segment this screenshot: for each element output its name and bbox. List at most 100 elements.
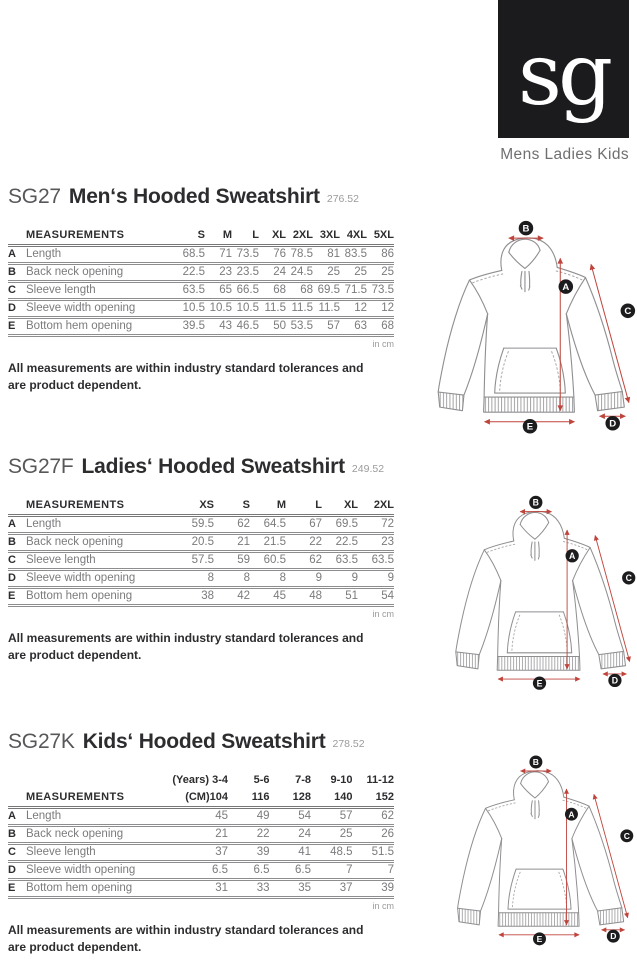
value-cell: 8 <box>279 572 286 584</box>
value-cell: 41 <box>298 846 311 858</box>
unit-note: in cm <box>372 901 394 911</box>
table-row: E Bottom hem opening 31 33 35 37 39 <box>8 879 394 898</box>
measurements-table: MEASUREMENTS XS S M L XL 2XL A Length 59.5 62 64.5 6… <box>8 497 394 607</box>
value-cell: 49 <box>256 810 270 822</box>
hoodie-diagram-slot: B A C E D <box>423 218 637 450</box>
size-header: L <box>315 499 322 511</box>
size-header: 3XL <box>319 229 340 241</box>
row-name: Sleeve length <box>26 284 96 296</box>
row-name: Sleeve width opening <box>26 572 136 584</box>
value-cell: 11.5 <box>318 302 340 314</box>
value-cell: 6.5 <box>295 864 311 876</box>
measurements-table: MEASUREMENTS S M L XL 2XL 3XL 4XL 5XL A Length 68.5… <box>8 227 394 337</box>
diagram-labels: B A C E D <box>529 755 634 946</box>
value-cell: 57 <box>339 810 353 822</box>
table-row: A Length 45 49 54 57 62 <box>8 808 394 826</box>
row-name: Sleeve width opening <box>26 864 136 876</box>
size-header: (CM)104 <box>185 791 228 803</box>
value-cell: 20.5 <box>191 536 214 548</box>
value-cell: 26 <box>381 828 394 840</box>
row-name: Back neck opening <box>26 536 124 548</box>
value-cell: 23.5 <box>236 266 259 278</box>
diagram-label-b: B <box>533 498 539 508</box>
value-cell: 48.5 <box>330 846 353 858</box>
value-cell: 39 <box>381 882 394 894</box>
row-letter: A <box>8 518 16 530</box>
arrow-c <box>589 263 631 404</box>
footnote-line: are product dependent. <box>8 377 142 392</box>
measurements-table-slot: (Years) 3-4 5-6 7-8 9-10 11-12 MEASUREMENTS (C… <box>8 772 637 899</box>
row-name: Length <box>26 518 62 530</box>
value-cell: 6.5 <box>253 864 270 876</box>
product-name: Kids‘ Hooded Sweatshirt <box>82 730 326 753</box>
hoodie-diagram: B A C E D <box>437 220 636 434</box>
row-letter: D <box>8 302 16 314</box>
value-cell: 53.5 <box>290 320 313 332</box>
brand-logo: sg <box>498 0 629 138</box>
brand-logo-text: sg <box>517 25 613 125</box>
label-circle-d <box>608 673 622 688</box>
label-circle-b <box>518 220 534 236</box>
row-name: Bottom hem opening <box>26 882 133 894</box>
hoodie-diagram-slot: B A C E D <box>442 487 637 711</box>
value-cell: 11.5 <box>291 302 313 314</box>
value-cell: 39 <box>256 846 270 858</box>
hoodie-outline <box>455 510 627 671</box>
value-cell: 25 <box>381 266 394 278</box>
value-cell: 7 <box>346 864 353 876</box>
size-header: S <box>242 499 250 511</box>
diagram-label-c: C <box>626 573 633 583</box>
value-cell: 46.5 <box>236 320 259 332</box>
size-header: XL <box>343 499 358 511</box>
diagram-label-b: B <box>523 224 530 235</box>
section-mens: SG27 Men‘s Hooded Sweatshirt 276.52 MEAS… <box>8 185 637 394</box>
table-row: B Back neck opening 21 22 24 25 26 <box>8 825 394 844</box>
product-name: Ladies‘ Hooded Sweatshirt <box>81 455 346 478</box>
label-circle-e <box>533 932 546 946</box>
row-letter: C <box>8 846 16 858</box>
size-header: L <box>252 229 259 241</box>
label-circle-d <box>605 416 620 431</box>
row-name: Length <box>26 248 62 260</box>
age-header: 5-6 <box>253 774 270 786</box>
value-cell: 83.5 <box>344 248 367 260</box>
size-header: XS <box>199 499 214 511</box>
value-cell: 37 <box>215 846 228 858</box>
table-row: D Sleeve width opening 8 8 8 9 9 9 <box>8 569 394 588</box>
unit-note: in cm <box>372 609 394 619</box>
value-cell: 62 <box>381 810 394 822</box>
label-circle-c <box>620 829 634 843</box>
product-ref: 249.52 <box>351 463 385 475</box>
section-ladies: SG27F Ladies‘ Hooded Sweatshirt 249.52 M… <box>8 455 637 664</box>
size-header: 5XL <box>373 229 394 241</box>
stitch-details <box>471 270 584 391</box>
row-letter: C <box>8 284 16 296</box>
value-cell: 57.5 <box>191 554 214 566</box>
value-cell: 25 <box>354 266 367 278</box>
value-cell: 22.5 <box>335 536 358 548</box>
arrow-c <box>592 793 629 919</box>
value-cell: 45 <box>273 590 286 602</box>
row-letter: C <box>8 554 16 566</box>
row-name: Sleeve length <box>26 846 96 858</box>
measurements-table-slot: MEASUREMENTS S M L XL 2XL 3XL 4XL 5XL A Length 68.5… <box>8 227 637 337</box>
footnote-line: are product dependent. <box>8 939 142 954</box>
diagram-label-c: C <box>624 831 630 841</box>
label-circle-a <box>558 279 574 294</box>
product-code: SG27 <box>8 185 61 208</box>
row-letter: B <box>8 828 16 840</box>
row-letter: D <box>8 572 16 584</box>
table-row: D Sleeve width opening 6.5 6.5 6.5 7 7 <box>8 861 394 880</box>
value-cell: 57 <box>327 320 340 332</box>
row-name: Back neck opening <box>26 266 124 278</box>
footnote-line: All measurements are within industry sta… <box>8 923 364 937</box>
value-cell: 67 <box>309 518 322 530</box>
table-row: A Length 59.5 62 64.5 67 69.5 72 <box>8 516 394 534</box>
table-row: C Sleeve length 63.5 65 66.5 68 68 69.5 71.5 73.5 <box>8 281 394 300</box>
row-name: Back neck opening <box>26 828 124 840</box>
stitch-details <box>487 799 588 908</box>
footnote: All measurements are within industry sta… <box>8 922 637 956</box>
row-letter: E <box>8 320 16 332</box>
row-name: Sleeve length <box>26 554 96 566</box>
